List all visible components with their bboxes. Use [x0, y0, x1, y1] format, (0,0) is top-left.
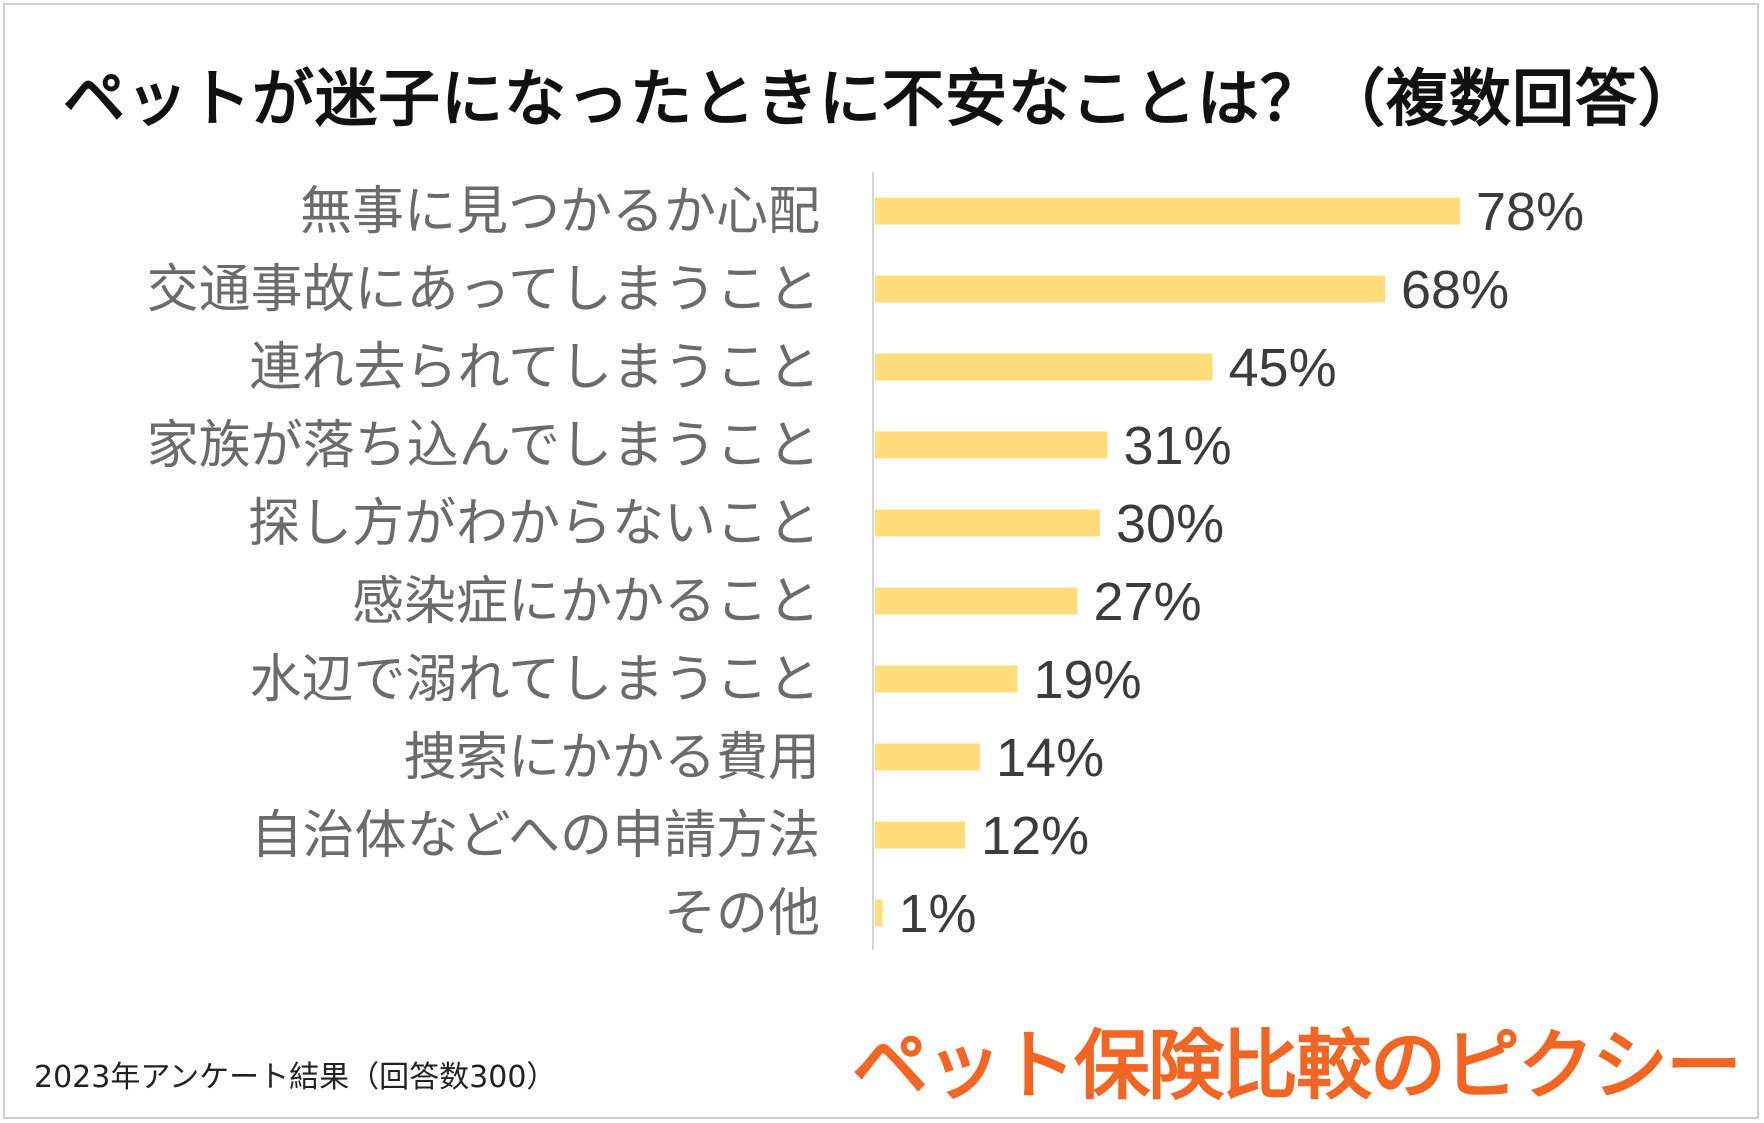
footnote: 2023年アンケート結果（回答数300）: [34, 1060, 557, 1095]
value-label-9: 12%: [981, 806, 1089, 866]
value-label-4: 31%: [1124, 416, 1232, 476]
value-label-8: 14%: [996, 728, 1104, 788]
bar-8: [875, 743, 980, 771]
value-label-3: 45%: [1229, 338, 1337, 398]
brand-logo: ペット保険比較のピクシー: [852, 1021, 1742, 1110]
bar-7: [875, 665, 1018, 693]
category-label-1: 無事に見つかるか心配: [300, 182, 820, 242]
bar-6: [875, 587, 1078, 615]
category-label-2: 交通事故にあってしまうこと: [147, 260, 820, 320]
category-label-3: 連れ去られてしまうこと: [250, 338, 820, 398]
category-label-6: 感染症にかかること: [352, 572, 820, 632]
category-label-8: 捜索にかかる費用: [404, 728, 820, 788]
category-label-10: その他: [664, 884, 820, 944]
value-label-6: 27%: [1094, 572, 1202, 632]
value-label-5: 30%: [1116, 494, 1224, 554]
bar-4: [875, 431, 1108, 459]
bar-1: [875, 197, 1460, 225]
chart-frame: [3, 3, 1759, 1119]
value-label-2: 68%: [1401, 260, 1509, 320]
category-label-5: 探し方がわからないこと: [248, 494, 820, 554]
bar-9: [875, 821, 965, 849]
value-label-10: 1%: [899, 884, 977, 944]
category-label-7: 水辺で溺れてしまうこと: [250, 650, 820, 710]
bar-5: [875, 509, 1100, 537]
bar-10: [875, 899, 883, 927]
bar-2: [875, 275, 1385, 303]
category-label-9: 自治体などへの申請方法: [251, 806, 820, 866]
bar-3: [875, 353, 1213, 381]
category-label-4: 家族が落ち込んでしまうこと: [147, 416, 820, 476]
chart-title: ペットが迷子になったときに不安なことは？（複数回答）: [62, 62, 1701, 135]
value-label-1: 78%: [1476, 182, 1584, 242]
value-label-7: 19%: [1034, 650, 1142, 710]
